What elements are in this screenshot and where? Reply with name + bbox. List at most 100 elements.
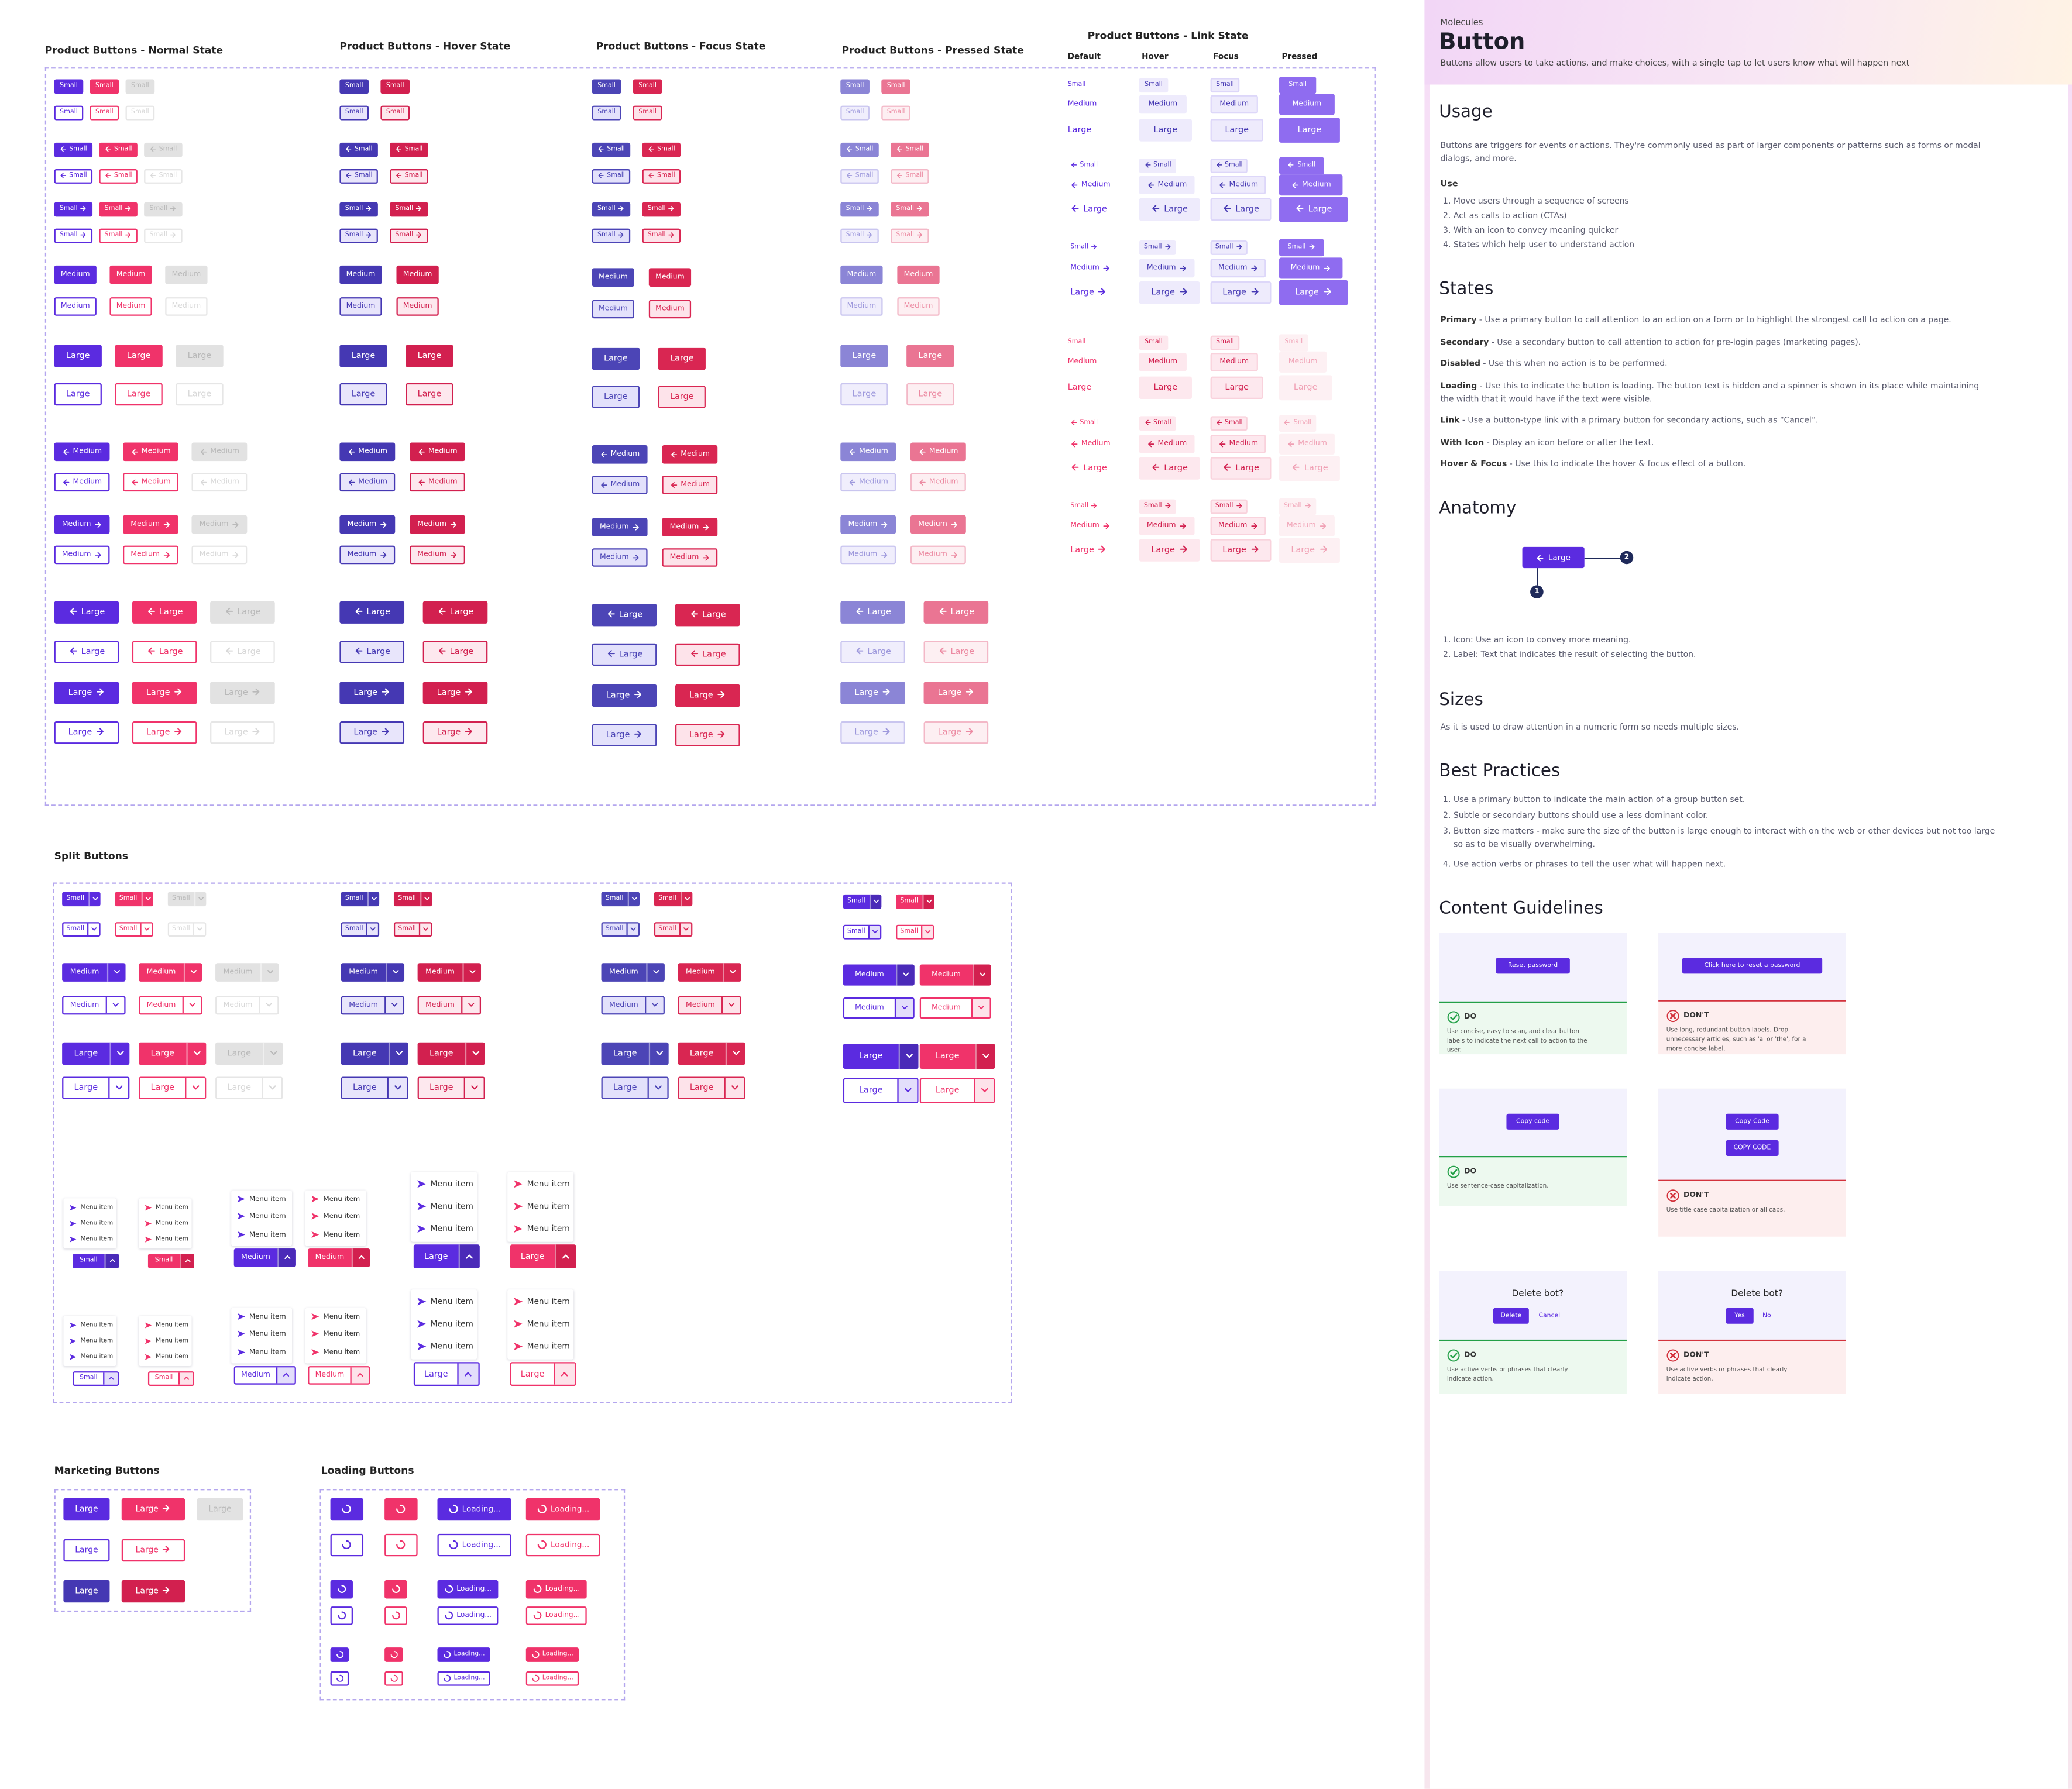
menu-item[interactable]: Menu item	[68, 1218, 114, 1229]
menu-item[interactable]: Menu item	[144, 1351, 189, 1362]
split-main[interactable]: Large	[341, 1042, 389, 1064]
button[interactable]: Small	[390, 168, 428, 183]
button[interactable]: Large	[1279, 279, 1348, 305]
menu-item[interactable]: Menu item	[68, 1320, 114, 1330]
split-button[interactable]: Small	[73, 1370, 119, 1385]
button[interactable]: Medium	[339, 442, 396, 462]
button[interactable]: Small	[380, 105, 410, 120]
button[interactable]: Large	[592, 603, 657, 626]
split-button[interactable]: Medium	[678, 963, 741, 982]
split-main[interactable]: Small	[603, 923, 627, 934]
button[interactable]: Click here to reset a password	[1682, 958, 1823, 974]
split-caret[interactable]	[679, 923, 691, 935]
button[interactable]: Medium	[1279, 174, 1343, 196]
split-button[interactable]: Small	[115, 921, 153, 936]
split-main[interactable]: Small	[63, 923, 87, 934]
button[interactable]: Medium	[910, 442, 966, 462]
button[interactable]: Loading...	[525, 1533, 600, 1556]
split-button[interactable]: Medium	[215, 963, 279, 982]
split-caret[interactable]	[922, 893, 934, 909]
button[interactable]: Small	[592, 228, 631, 243]
button[interactable]: Small	[1063, 335, 1092, 349]
split-caret[interactable]	[645, 997, 664, 1014]
split-caret[interactable]	[388, 1041, 408, 1065]
split-caret[interactable]	[975, 1043, 995, 1068]
button[interactable]: Medium	[165, 297, 208, 316]
button[interactable]: Medium	[1210, 434, 1266, 453]
split-button[interactable]: Large	[413, 1362, 480, 1386]
split-button[interactable]: Medium	[341, 996, 405, 1015]
split-caret[interactable]	[721, 997, 740, 1014]
split-main[interactable]: Small	[395, 923, 419, 934]
split-caret[interactable]	[648, 1041, 669, 1065]
button[interactable]: Medium	[1279, 433, 1335, 455]
button[interactable]: Medium	[54, 442, 110, 462]
split-caret[interactable]	[626, 923, 638, 935]
split-button[interactable]: Medium	[843, 997, 915, 1019]
split-main[interactable]: Medium	[139, 963, 184, 982]
split-main[interactable]: Small	[394, 891, 420, 906]
button[interactable]: Medium	[662, 475, 718, 494]
menu-item[interactable]: Menu item	[416, 1319, 474, 1329]
button[interactable]: Large	[1210, 118, 1263, 141]
button[interactable]	[330, 1533, 364, 1556]
button[interactable]: Small	[339, 201, 378, 216]
button[interactable]: Medium	[910, 545, 966, 565]
split-main[interactable]: Small	[169, 923, 193, 934]
button[interactable]: Large	[54, 720, 119, 744]
split-main[interactable]: Medium	[342, 997, 384, 1013]
button[interactable]: Large	[1210, 538, 1272, 561]
split-main[interactable]: Large	[415, 1364, 457, 1385]
split-button[interactable]: Medium	[919, 964, 991, 986]
split-button[interactable]: Large	[139, 1041, 207, 1065]
button[interactable]	[330, 1606, 353, 1625]
split-button[interactable]: Medium	[678, 996, 741, 1015]
split-main[interactable]: Large	[414, 1244, 459, 1268]
menu-item[interactable]: Menu item	[311, 1329, 363, 1340]
button[interactable]: Loading...	[525, 1606, 587, 1625]
split-button[interactable]: Medium	[919, 997, 991, 1019]
button[interactable]: Medium	[1063, 353, 1110, 371]
split-button[interactable]: Small	[147, 1370, 194, 1385]
button[interactable]: Small	[54, 201, 93, 216]
button[interactable]: Small	[840, 228, 879, 243]
button[interactable]: Small	[891, 168, 929, 183]
button[interactable]: COPY CODE	[1725, 1140, 1779, 1157]
button[interactable]: Medium	[339, 297, 382, 316]
button[interactable]: Cancel	[1534, 1308, 1565, 1324]
menu-item[interactable]: Menu item	[236, 1212, 289, 1222]
button[interactable]: Medium	[410, 515, 465, 534]
split-main[interactable]: Small	[896, 894, 922, 909]
button[interactable]: Small	[1279, 414, 1317, 432]
button[interactable]: Large	[1063, 118, 1115, 140]
menu-item[interactable]: Menu item	[68, 1202, 114, 1213]
button[interactable]: Small	[592, 78, 621, 94]
menu-item[interactable]: Menu item	[416, 1201, 474, 1212]
button[interactable]: Medium	[897, 297, 940, 316]
menu-item[interactable]: Menu item	[311, 1312, 363, 1322]
split-caret[interactable]	[974, 1078, 994, 1102]
menu-item[interactable]: Menu item	[311, 1194, 363, 1205]
button[interactable]: Small	[840, 105, 870, 120]
button[interactable]: Large	[406, 382, 453, 405]
button[interactable]: Small	[1210, 335, 1240, 350]
button[interactable]: Large	[1210, 280, 1272, 304]
button[interactable]: Medium	[109, 265, 152, 284]
split-main[interactable]: Small	[149, 1372, 178, 1384]
button[interactable]	[384, 1580, 407, 1599]
split-main[interactable]: Medium	[341, 963, 386, 982]
split-button[interactable]: Small	[654, 891, 693, 906]
split-main[interactable]: Medium	[602, 963, 647, 982]
split-caret[interactable]	[646, 963, 665, 982]
button[interactable]: Medium	[396, 297, 439, 316]
button[interactable]: Large	[210, 640, 275, 663]
button[interactable]: Medium	[910, 473, 966, 492]
split-main[interactable]: Large	[63, 1078, 108, 1098]
split-caret[interactable]	[554, 1363, 575, 1385]
button[interactable]: Medium	[840, 442, 896, 462]
split-button[interactable]: Large	[601, 1041, 669, 1065]
button[interactable]: Medium	[54, 265, 97, 284]
split-main[interactable]: Medium	[921, 999, 971, 1017]
split-main[interactable]: Medium	[679, 997, 721, 1013]
button[interactable]: Small	[592, 142, 631, 157]
